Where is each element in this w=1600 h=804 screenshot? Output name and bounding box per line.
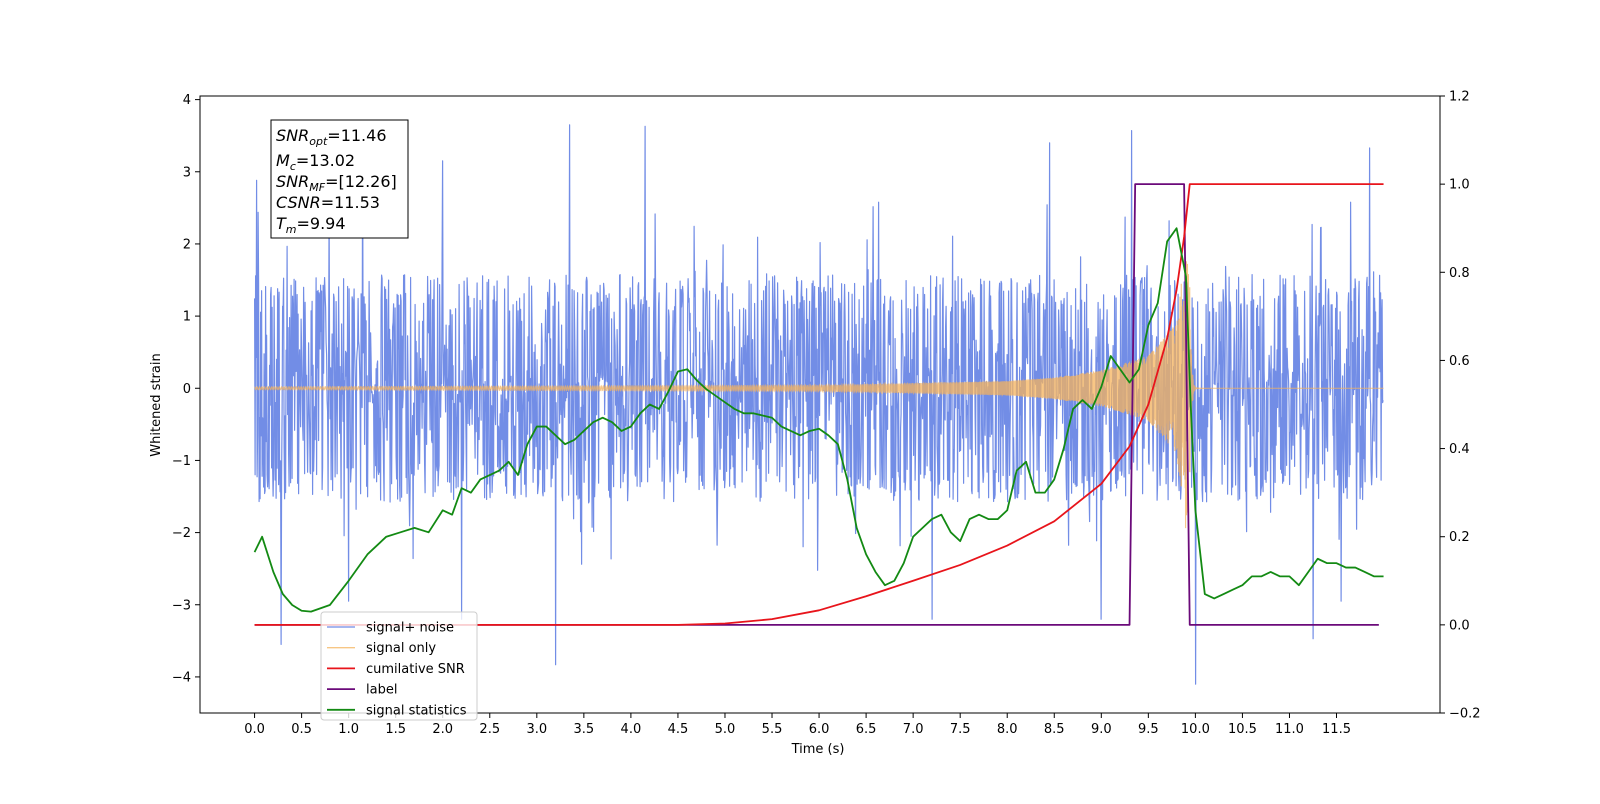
y-axis-label: Whitened strain <box>149 353 164 456</box>
x-tick-label: 8.5 <box>1044 722 1065 737</box>
signal-only-line <box>254 256 1384 529</box>
y-axis-left: 4 3 2 1 0 −1 −2 −3 −4 <box>172 93 200 685</box>
label-line <box>254 183 1379 626</box>
x-tick-label: 4.5 <box>668 722 689 737</box>
y-tick-label: −3 <box>172 598 191 613</box>
annotation-lines: SNRopt=11.46 Mc=13.02SNRMF=[12.26]CSNR=11… <box>276 126 397 236</box>
y2-tick-label: 0.2 <box>1449 530 1470 545</box>
x-tick-label: 0.0 <box>244 722 265 737</box>
x-tick-label: 1.5 <box>385 722 406 737</box>
x-tick-label: 7.0 <box>903 722 924 737</box>
y-axis-right: 1.2 1.0 0.8 0.6 0.4 0.2 0.0 −0.2 <box>1440 90 1481 722</box>
legend-label: label <box>366 683 397 698</box>
x-tick-label: 3.5 <box>574 722 595 737</box>
signal-noise-line <box>254 124 1384 685</box>
annotation-line: Tm=9.94 <box>276 214 346 236</box>
y-tick-label: −2 <box>172 526 191 541</box>
y-tick-label: 0 <box>183 382 191 397</box>
x-tick-label: 8.0 <box>997 722 1018 737</box>
x-tick-label: 0.5 <box>291 722 312 737</box>
x-axis-label: Time (s) <box>791 742 845 757</box>
x-tick-label: 9.0 <box>1091 722 1112 737</box>
y-tick-label: 2 <box>183 237 191 252</box>
y2-tick-label: 0.6 <box>1449 354 1470 369</box>
signal-statistics-line <box>253 227 1384 613</box>
legend: signal+ noise signal only cumilative SNR la… <box>320 611 478 721</box>
y2-tick-label: 0.0 <box>1449 618 1470 633</box>
y-tick-label: 3 <box>183 165 191 180</box>
annotation-line: Mc=13.02 <box>276 151 355 173</box>
annotation-line: SNRopt=11.46 <box>276 126 387 148</box>
x-tick-label: 6.5 <box>856 722 877 737</box>
x-tick-label: 7.5 <box>950 722 971 737</box>
annotation-line: SNRMF=[12.26] <box>276 172 397 194</box>
x-tick-label: 1.0 <box>338 722 359 737</box>
x-tick-label: 5.5 <box>762 722 783 737</box>
y-tick-label: −1 <box>172 454 191 469</box>
signal-only-series <box>254 256 1384 529</box>
right-axis-series <box>253 183 1384 626</box>
y2-tick-label: 0.4 <box>1449 442 1470 457</box>
signal-noise-series <box>254 124 1384 685</box>
y-tick-label: 1 <box>183 310 191 325</box>
x-tick-label: 6.0 <box>809 722 830 737</box>
legend-label: cumilative SNR <box>366 662 465 677</box>
cumilative-snr-line <box>254 183 1384 626</box>
legend-items: signal+ noise signal only cumilative SNR la… <box>327 621 467 718</box>
y2-tick-label: 1.2 <box>1449 90 1470 105</box>
x-tick-label: 5.0 <box>715 722 736 737</box>
x-tick-label: 11.5 <box>1322 722 1351 737</box>
legend-label: signal only <box>366 641 436 656</box>
x-tick-label: 9.5 <box>1138 722 1159 737</box>
x-tick-label: 11.0 <box>1275 722 1304 737</box>
plot-frame <box>199 95 1441 714</box>
y2-tick-label: −0.2 <box>1449 707 1481 722</box>
x-tick-label: 10.0 <box>1181 722 1210 737</box>
x-tick-label: 2.0 <box>432 722 453 737</box>
legend-label: signal statistics <box>366 703 467 718</box>
y2-tick-label: 1.0 <box>1449 178 1470 193</box>
x-tick-label: 4.0 <box>621 722 642 737</box>
y-tick-label: 4 <box>183 93 191 108</box>
legend-label: signal+ noise <box>366 621 454 636</box>
x-tick-label: 2.5 <box>479 722 500 737</box>
annotation-box: SNRopt=11.46 Mc=13.02SNRMF=[12.26]CSNR=11… <box>270 119 409 239</box>
annotation-frame <box>270 119 409 239</box>
x-tick-label: 3.0 <box>526 722 547 737</box>
x-tick-label: 10.5 <box>1228 722 1257 737</box>
y-tick-label: −4 <box>172 670 191 685</box>
legend-frame <box>320 611 478 721</box>
y2-tick-label: 0.8 <box>1449 266 1470 281</box>
annotation-line: CSNR=11.53 <box>276 193 380 212</box>
x-axis: 0.0 0.5 1.0 1.5 2.0 2.5 3.0 3.5 4.0 4.5 5.0 5.5 6.0 6… <box>244 713 1351 737</box>
